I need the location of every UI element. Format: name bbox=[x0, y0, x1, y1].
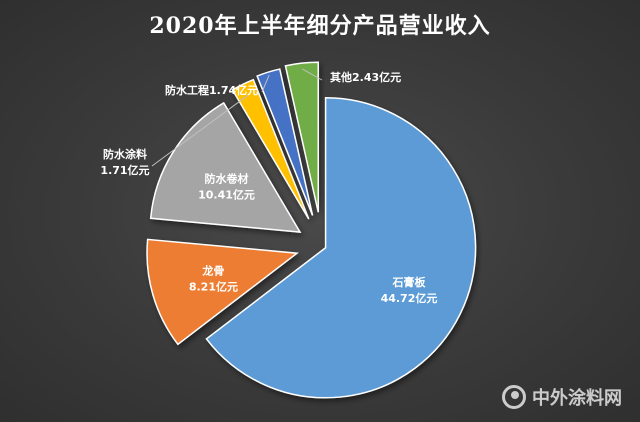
pie-slice-5 bbox=[284, 61, 320, 213]
watermark-text: 中外涂料网 bbox=[532, 388, 622, 409]
slice-label-value-1: 8.21亿元 bbox=[189, 279, 238, 293]
leader-line-3 bbox=[151, 94, 249, 167]
pie-slice-2 bbox=[149, 101, 302, 233]
watermark: 中外涂料网 bbox=[502, 384, 622, 410]
slice-label-value-2: 10.41亿元 bbox=[198, 188, 255, 202]
chart-title: 2020年上半年细分产品营业收入 bbox=[149, 13, 491, 39]
slice-label-name-2: 防水卷材 bbox=[205, 172, 249, 186]
slice-label-5: 其他2.43亿元 bbox=[330, 70, 401, 84]
slice-label-name-1: 龙骨 bbox=[201, 263, 224, 277]
leader-line-4 bbox=[261, 74, 270, 93]
pie-slice-0 bbox=[205, 97, 477, 399]
pie-slice-4 bbox=[256, 68, 314, 216]
slice-label-value-3: 1.71亿元 bbox=[100, 163, 149, 177]
leader-line-5 bbox=[302, 68, 323, 81]
paint-logo-icon bbox=[502, 385, 526, 409]
slice-label-name-3: 防水涂料 bbox=[103, 147, 147, 161]
pie-slice-1 bbox=[146, 238, 299, 346]
slice-label-name-0: 石膏板 bbox=[391, 275, 426, 289]
pie-slice-3 bbox=[231, 78, 310, 220]
slice-label-4: 防水工程1.74亿元 bbox=[165, 83, 258, 97]
slice-label-value-0: 44.72亿元 bbox=[381, 291, 438, 305]
